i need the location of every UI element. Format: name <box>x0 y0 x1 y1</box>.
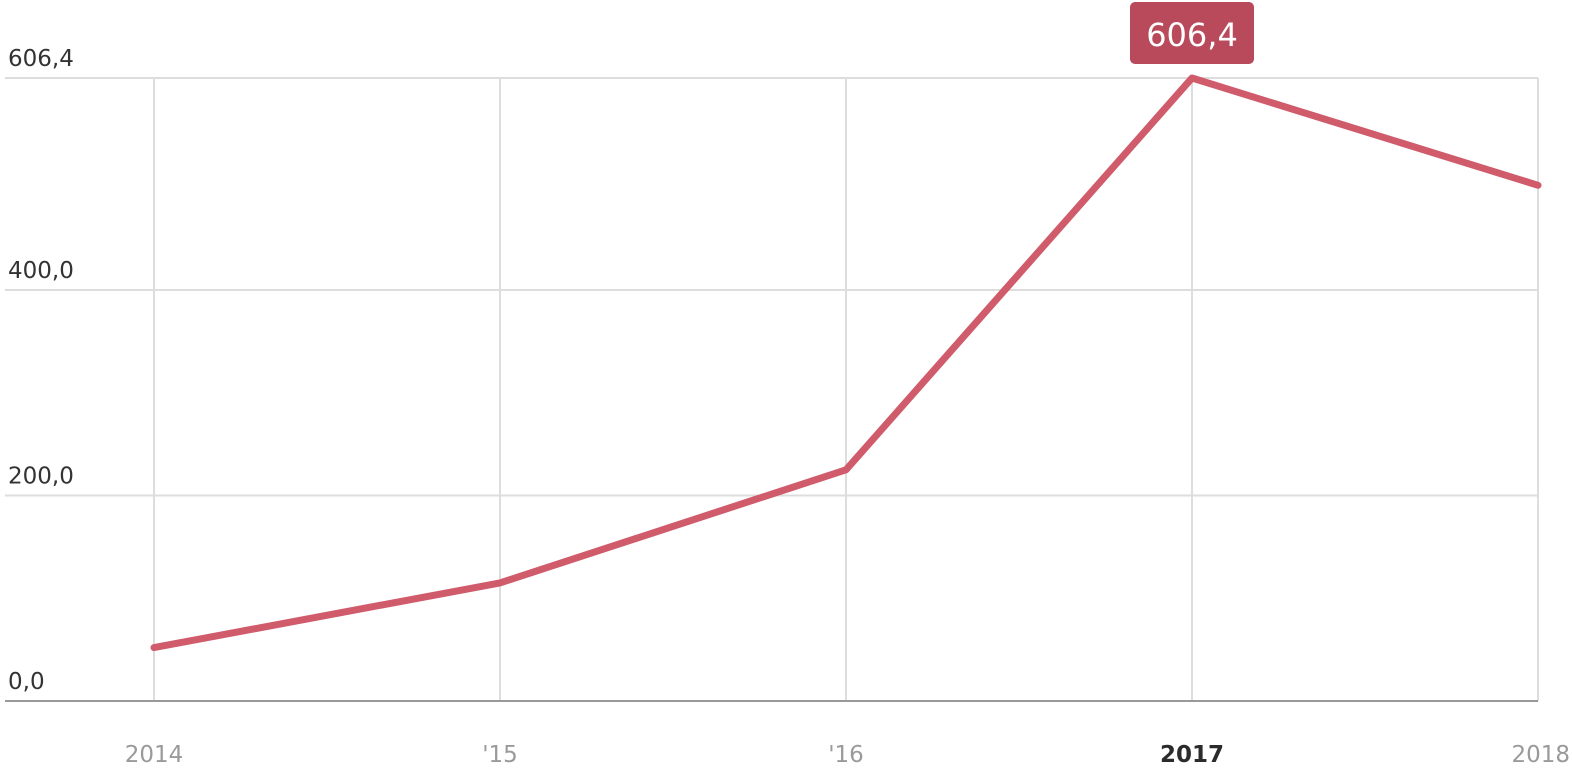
y-tick-label: 400,0 <box>8 258 74 284</box>
grid-lines <box>5 77 1539 702</box>
tooltip-value: 606,4 <box>1146 16 1238 54</box>
value-tooltip: 606,4 <box>1130 2 1254 64</box>
x-tick-label: 2014 <box>125 742 184 768</box>
tooltip-box <box>1130 2 1254 64</box>
y-tick-label: 200,0 <box>8 464 74 490</box>
x-tick-label: '15 <box>482 742 518 768</box>
y-axis-tick-labels: 0,0 200,0 400,0 606,4 <box>8 46 74 695</box>
x-tick-label: 2017 <box>1160 742 1224 768</box>
x-tick-label: '16 <box>828 742 864 768</box>
y-tick-label: 606,4 <box>8 46 74 72</box>
series-line[interactable] <box>150 74 1542 652</box>
x-tick-label: 2018 <box>1511 742 1570 768</box>
y-tick-label: 0,0 <box>8 669 45 695</box>
x-axis-tick-labels: 2014 '15 '16 2017 2018 <box>125 742 1570 768</box>
